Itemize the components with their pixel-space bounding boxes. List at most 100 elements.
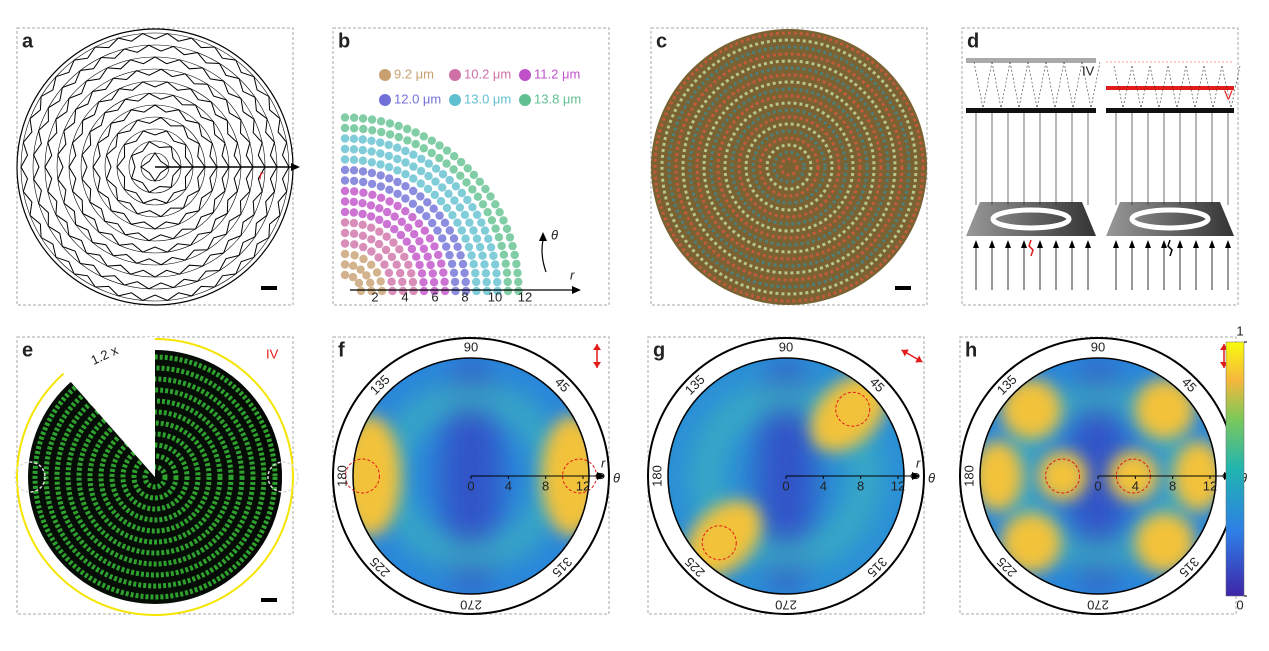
micro-element xyxy=(394,132,403,142)
micro-element xyxy=(393,177,402,187)
micro-element xyxy=(340,176,350,185)
micro-element xyxy=(374,239,384,249)
micro-element xyxy=(499,216,508,225)
micro-element xyxy=(502,268,512,277)
micro-element xyxy=(403,124,412,134)
micro-element xyxy=(423,198,432,207)
micro-element xyxy=(393,201,402,211)
micro-element xyxy=(384,151,394,161)
micro-element xyxy=(458,259,468,269)
panel-d: IV Vd xyxy=(966,30,1241,290)
micro-element xyxy=(419,278,428,287)
micro-element xyxy=(376,277,385,286)
micro-element xyxy=(385,185,394,194)
highlight xyxy=(14,461,46,493)
micro-element xyxy=(358,199,367,208)
micro-element xyxy=(376,171,385,180)
arrowhead xyxy=(1021,240,1027,248)
arrowhead xyxy=(1129,240,1135,248)
micro-element xyxy=(349,176,359,186)
micro-element xyxy=(340,197,350,206)
micro-element xyxy=(512,259,521,269)
micro-element xyxy=(419,286,429,296)
polar-panels: 0459013518022527031504812rθf045901351802… xyxy=(332,337,1247,615)
arrowhead xyxy=(539,232,547,241)
green-ring xyxy=(65,387,245,567)
panel-frame xyxy=(332,27,610,306)
micro-element xyxy=(387,252,397,262)
micro-element xyxy=(411,139,420,149)
r-tick-label: 12 xyxy=(518,289,532,304)
micro-element xyxy=(340,144,350,154)
micro-element xyxy=(472,277,481,287)
micro-element xyxy=(415,205,424,214)
micro-element xyxy=(362,271,371,280)
micro-element xyxy=(416,166,426,176)
scale-bar xyxy=(261,286,277,290)
micro-element xyxy=(349,166,359,175)
arrowhead xyxy=(1145,240,1151,248)
micro-element xyxy=(385,174,394,183)
texture-ring xyxy=(660,38,918,296)
micro-element xyxy=(401,170,410,179)
micro-element xyxy=(475,242,485,252)
heatmap-hotspot xyxy=(1134,512,1195,573)
texture-ring xyxy=(758,136,820,198)
legend-marker xyxy=(379,94,391,106)
micro-element xyxy=(367,115,377,124)
zigzag xyxy=(140,152,170,182)
micro-element xyxy=(469,226,478,235)
micro-element xyxy=(376,182,386,191)
micro-element xyxy=(445,250,454,260)
zigzag xyxy=(81,92,230,242)
micro-element xyxy=(349,145,359,154)
micro-element xyxy=(457,226,466,235)
micro-element xyxy=(438,234,447,243)
micro-element xyxy=(419,244,429,253)
angle-label: 180 xyxy=(334,465,349,487)
micro-element xyxy=(429,204,438,213)
micro-element xyxy=(409,150,418,159)
micro-element xyxy=(431,164,441,173)
micro-element xyxy=(350,187,359,196)
plane-label: IV xyxy=(1082,63,1095,78)
micro-element xyxy=(435,211,444,220)
micro-element xyxy=(442,203,452,213)
micro-element xyxy=(390,225,399,234)
micro-element xyxy=(491,200,500,209)
texture-ring xyxy=(751,129,827,205)
micro-element xyxy=(412,252,421,261)
micro-element xyxy=(482,277,491,287)
polar-panel: 0459013518022527031504812rθf xyxy=(332,337,620,615)
micro-element xyxy=(402,237,411,246)
micro-element xyxy=(368,126,377,135)
micro-element xyxy=(438,170,448,179)
micro-element xyxy=(395,245,404,254)
r-tick-label: 12 xyxy=(891,478,905,493)
micro-element xyxy=(367,235,376,244)
r-tick-label: 0 xyxy=(1094,478,1101,493)
micro-element xyxy=(493,286,502,296)
micro-element xyxy=(422,212,431,221)
micro-element xyxy=(467,251,476,260)
micro-element xyxy=(376,160,385,169)
micro-element xyxy=(368,190,377,199)
r-tick-label: 0 xyxy=(782,478,789,493)
micro-element xyxy=(427,136,436,145)
micro-element xyxy=(442,146,452,155)
micro-element xyxy=(453,242,462,251)
micro-element xyxy=(340,113,350,122)
micro-element xyxy=(376,117,386,126)
texture-ring xyxy=(737,115,841,219)
arrowhead xyxy=(1177,240,1183,248)
legend-label: 10.2 μm xyxy=(464,66,511,81)
micro-element xyxy=(359,242,368,252)
micro-element xyxy=(453,218,462,227)
micro-element xyxy=(358,209,367,219)
angle-label: 90 xyxy=(779,339,793,354)
micro-element xyxy=(492,269,501,278)
micro-element xyxy=(424,159,433,168)
arrowhead xyxy=(1225,240,1231,248)
r-tick-label: 8 xyxy=(542,478,549,493)
